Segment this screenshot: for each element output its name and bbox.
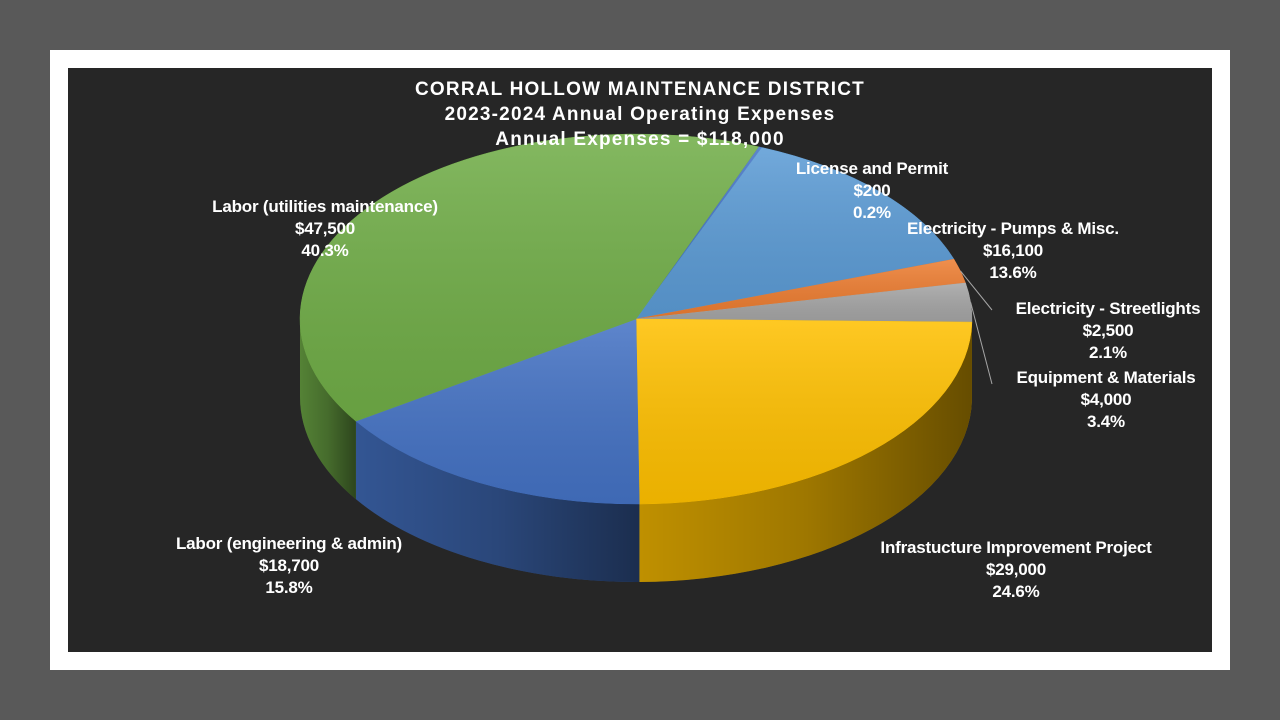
chart-title: CORRAL HOLLOW MAINTENANCE DISTRICT <box>415 79 865 100</box>
data-label-percent: 3.4% <box>1087 412 1125 431</box>
data-label-name: Labor (utilities maintenance) <box>212 197 438 216</box>
data-label-labor-utilities: Labor (utilities maintenance) $47,500 40… <box>180 196 470 262</box>
data-label-electricity-streetlights: Electricity - Streetlights $2,500 2.1% <box>978 298 1238 364</box>
data-label-percent: 0.2% <box>853 203 891 222</box>
data-label-labor-engineering: Labor (engineering & admin) $18,700 15.8… <box>144 533 434 599</box>
data-label-infrastructure-project: Infrastucture Improvement Project $29,00… <box>846 537 1186 603</box>
data-label-amount: $47,500 <box>294 219 356 238</box>
pie-side-shade <box>355 421 640 582</box>
data-label-equipment-materials: Equipment & Materials $4,000 3.4% <box>990 367 1222 433</box>
data-label-name: Equipment & Materials <box>1016 368 1196 387</box>
data-label-amount: $4,000 <box>1080 390 1132 409</box>
data-label-name: License and Permit <box>795 159 949 178</box>
chart-total: Annual Expenses = $118,000 <box>495 129 785 150</box>
pie-slice-shade <box>636 147 954 319</box>
pie-slice-shade <box>636 319 972 504</box>
pie-slice-shade <box>355 319 640 504</box>
leader-lines <box>960 270 993 385</box>
data-label-name: Infrastucture Improvement Project <box>880 538 1152 557</box>
pie-slice-shade <box>636 282 972 323</box>
chart-subtitle: 2023-2024 Annual Operating Expenses <box>444 104 836 125</box>
pie-slice-shade <box>299 133 759 422</box>
data-label-electricity-pumps: Electricity - Pumps & Misc. $16,100 13.6… <box>868 218 1158 284</box>
data-label-percent: 15.8% <box>265 578 313 597</box>
leader-line-equipment-materials <box>970 302 993 385</box>
data-label-amount: $18,700 <box>258 556 320 575</box>
pie-chart <box>299 133 993 582</box>
data-label-percent: 2.1% <box>1089 343 1127 362</box>
leader-line-electricity-streetlights <box>960 270 993 311</box>
data-label-percent: 40.3% <box>301 241 349 260</box>
pie-side-faces <box>300 319 972 582</box>
pie-slice-shade <box>636 259 966 319</box>
data-label-percent: 13.6% <box>989 263 1037 282</box>
data-label-license-permit: License and Permit $200 0.2% <box>752 158 992 224</box>
pie-top-faces <box>299 133 973 505</box>
data-label-amount: $2,500 <box>1082 321 1134 340</box>
data-label-name: Electricity - Streetlights <box>1015 299 1201 318</box>
data-label-name: Labor (engineering & admin) <box>175 534 402 553</box>
pie-side-shade <box>639 322 972 582</box>
data-label-amount: $16,100 <box>982 241 1044 260</box>
pie-side-shade <box>300 319 356 500</box>
data-label-amount: $200 <box>853 181 891 200</box>
data-label-amount: $29,000 <box>985 560 1047 579</box>
data-label-percent: 24.6% <box>992 582 1040 601</box>
data-label-name: Electricity - Pumps & Misc. <box>907 219 1119 238</box>
